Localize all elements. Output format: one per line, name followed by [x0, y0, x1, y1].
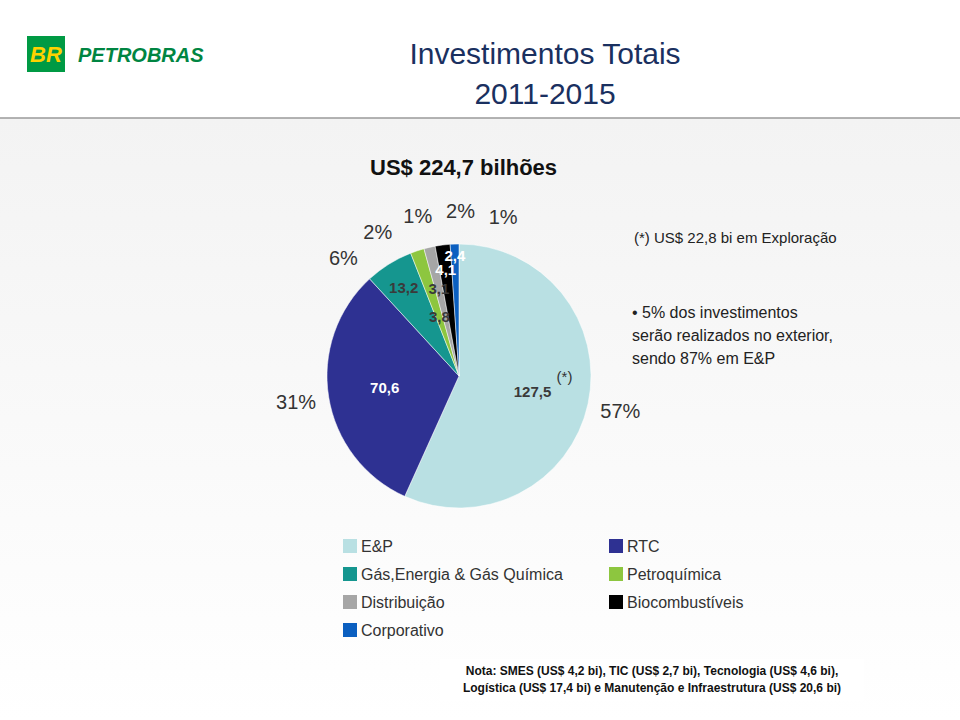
footnote-box — [440, 659, 864, 701]
value-label: 2,4 — [445, 247, 467, 264]
pie — [327, 244, 591, 508]
legend-swatch — [343, 539, 357, 553]
bullet-line: sendo 87% em E&P — [632, 350, 775, 367]
value-label: 127,5 — [514, 383, 552, 400]
legend: E&P RTC Gás,Energia & Gás Química Petroquím… — [343, 538, 744, 639]
footnote-line: Nota: SMES (US$ 4,2 bi), TIC (US$ 2,7 bi… — [466, 664, 839, 678]
header-bg — [0, 0, 960, 118]
title: Investimentos Totais — [409, 37, 680, 70]
pie-slice — [370, 253, 459, 376]
value-label: 13,2 — [389, 279, 418, 296]
logo-text: PETROBRAS — [78, 44, 204, 66]
legend-label: Distribuição — [361, 594, 445, 611]
body-bg — [0, 118, 960, 720]
percent-label: 57% — [600, 400, 640, 422]
percent-label: 1% — [489, 206, 518, 228]
subtitle: 2011-2015 — [474, 77, 615, 110]
legend-swatch — [343, 623, 357, 637]
legend-label: E&P — [361, 538, 393, 555]
legend-label: Biocombustíveis — [627, 594, 744, 611]
percent-label: 31% — [276, 391, 316, 413]
legend-swatch — [609, 595, 623, 609]
legend-swatch — [609, 539, 623, 553]
percent-label: 2% — [446, 200, 475, 222]
pie-slice — [327, 279, 459, 496]
percent-label: 6% — [329, 247, 358, 269]
legend-swatch — [343, 567, 357, 581]
legend-label: Petroquímica — [627, 566, 721, 583]
header-rule — [0, 117, 960, 119]
total-label: US$ 224,7 bilhões — [370, 155, 557, 180]
percent-label: 2% — [363, 221, 392, 243]
logo-mark: BR — [30, 42, 62, 67]
legend-swatch — [609, 567, 623, 581]
legend-label: Corporativo — [361, 622, 444, 639]
logo-box — [27, 36, 65, 72]
value-label: 70,6 — [370, 379, 399, 396]
legend-swatch — [343, 595, 357, 609]
legend-label: Gás,Energia & Gás Química — [361, 566, 563, 583]
bullet-line: • 5% dos investimentos — [632, 304, 798, 321]
footnote-line: Logística (US$ 17,4 bi) e Manutenção e I… — [463, 681, 841, 695]
percent-label: 1% — [403, 205, 432, 227]
bullet-line: serão realizados no exterior, — [632, 327, 833, 344]
slide: BR PETROBRAS Investimentos Totais 2011-2015… — [0, 0, 960, 720]
value-label: 3,1 — [429, 280, 450, 297]
exploration-note: (*) US$ 22,8 bi em Exploração — [634, 229, 837, 246]
marker: (*) — [557, 368, 573, 385]
value-label: 3,8 — [429, 308, 450, 325]
legend-label: RTC — [627, 538, 660, 555]
